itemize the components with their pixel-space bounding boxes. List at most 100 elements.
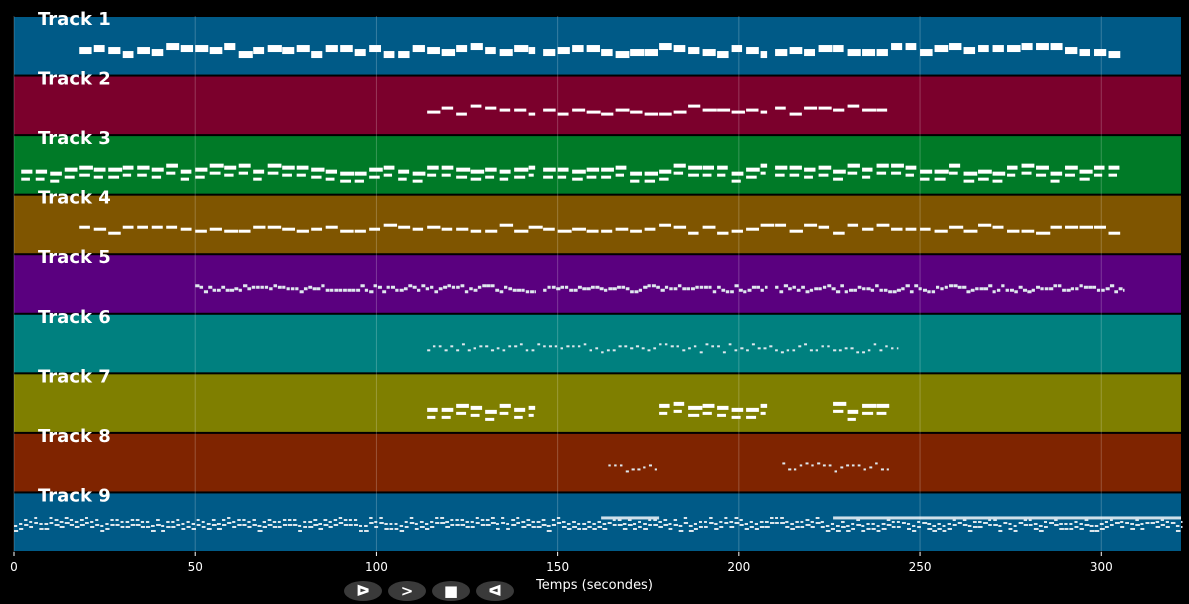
forward-button[interactable]: > [388,581,426,601]
note [1104,525,1109,528]
note [818,165,832,170]
note [438,345,442,348]
back-button[interactable]: ᐊ [476,581,514,601]
note [186,520,190,523]
note [480,518,485,521]
note [659,223,672,227]
note [805,518,810,521]
note [789,229,803,233]
note [521,520,526,523]
note [171,520,175,523]
note [353,523,359,526]
note [656,285,660,289]
stop-button[interactable]: ■ [432,581,470,601]
note [654,468,657,471]
note [682,287,687,291]
note [763,347,767,350]
note [399,288,404,292]
play-button[interactable]: ᐅ [344,581,382,601]
track-label: Track 6 [38,307,111,328]
note [39,522,43,525]
note [952,518,956,521]
note [663,518,668,521]
note [1155,520,1160,523]
note [373,284,377,288]
note [282,165,295,170]
note [528,413,534,417]
note [779,290,784,294]
note [440,521,446,524]
note [905,165,917,170]
note [962,518,967,521]
note [369,516,373,519]
note [754,527,759,530]
note [209,227,222,231]
note [957,521,962,524]
note [404,520,408,523]
note [724,516,728,519]
note [683,521,689,524]
note [209,171,221,175]
note [499,411,509,415]
note [287,518,292,521]
note [644,171,659,176]
note [673,110,687,114]
note [425,287,430,291]
note [277,520,281,523]
note [633,527,637,530]
note [857,285,862,289]
note [181,527,186,530]
note [379,516,383,519]
note [648,464,652,467]
note [536,525,542,528]
note [262,520,267,523]
note [222,518,226,521]
note [1089,529,1095,532]
note [208,285,213,289]
note [394,522,398,525]
note [560,347,563,350]
note [557,112,569,116]
note [79,225,90,229]
note [1115,521,1120,524]
note [485,47,496,55]
note [475,516,479,519]
note [757,347,761,350]
note [247,520,251,523]
note [838,349,842,352]
note [569,288,574,292]
note [1069,522,1073,525]
note [673,171,684,175]
note [548,345,552,348]
note [456,227,469,231]
note [267,523,273,526]
note [267,45,282,53]
note [846,464,850,467]
note [912,524,916,527]
note [299,290,304,294]
note [810,520,814,523]
note [876,524,880,527]
note [1094,225,1106,229]
note [557,167,569,172]
note [1008,522,1012,525]
note [238,51,253,59]
note [298,529,302,532]
note [460,518,465,521]
note [879,288,883,292]
note [764,285,768,289]
note [760,403,768,408]
note [514,175,526,179]
note [630,171,643,176]
note [653,523,659,526]
note [833,108,845,112]
note [242,523,247,526]
note [1079,522,1083,525]
note [166,163,178,168]
note [486,284,491,288]
note [847,409,859,414]
note [615,173,625,177]
note [282,518,287,521]
track-label: Track 2 [38,69,111,90]
note [374,525,379,528]
